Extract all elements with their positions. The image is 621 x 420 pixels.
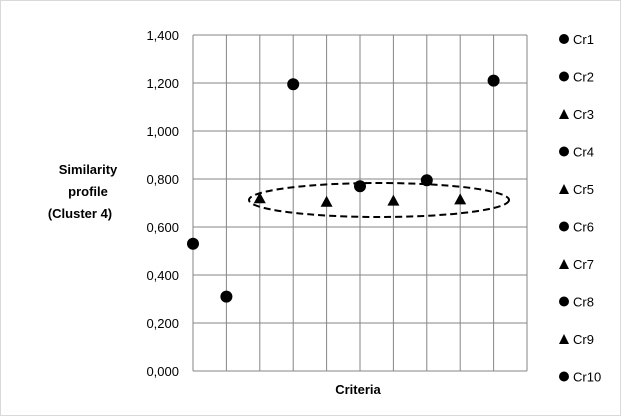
legend-circle-marker (559, 296, 569, 307)
y-tick-label: 0,800 (146, 172, 179, 187)
y-axis-title-line-1: Similarity (59, 162, 118, 177)
y-axis-title: Similarity profile (Cluster 4) (48, 162, 118, 221)
point-cr7 (387, 194, 400, 206)
legend: Cr1 Cr2 Cr3 Cr4 Cr5 Cr6 Cr7 Cr8 Cr9 Cr10 (559, 32, 601, 385)
plot-grid (192, 34, 528, 372)
legend-item-cr3: Cr3 (559, 107, 594, 122)
legend-label: Cr3 (573, 107, 594, 122)
legend-triangle-marker (559, 259, 569, 269)
y-axis-title-line-2: profile (68, 184, 108, 199)
legend-item-cr1: Cr1 (559, 32, 594, 47)
legend-circle-marker (559, 146, 569, 157)
legend-label: Cr2 (573, 70, 594, 85)
point-cr4 (287, 78, 300, 91)
y-tick-label: 0,600 (146, 220, 179, 235)
y-tick-labels: 1,400 1,200 1,000 0,800 0,600 0,400 0,200 0,000 (146, 28, 179, 379)
legend-item-cr2: Cr2 (559, 70, 594, 85)
legend-circle-marker (559, 34, 569, 44)
legend-circle-marker (559, 71, 569, 82)
y-tick-label: 1,400 (146, 28, 179, 43)
legend-label: Cr6 (573, 220, 594, 235)
legend-label: Cr1 (573, 32, 594, 47)
y-axis-title-line-3: (Cluster 4) (48, 206, 112, 221)
legend-label: Cr8 (573, 295, 594, 310)
y-tick-label: 0,400 (146, 268, 179, 283)
legend-item-cr10: Cr10 (559, 370, 601, 385)
point-cr6 (354, 180, 366, 193)
point-cr8 (420, 174, 433, 187)
point-cr9 (454, 193, 467, 205)
legend-item-cr5: Cr5 (559, 182, 594, 197)
x-axis-title: Criteria (335, 382, 381, 397)
point-cr10 (487, 74, 500, 87)
y-tick-label: 1,200 (146, 76, 179, 91)
legend-triangle-marker (559, 184, 569, 194)
legend-label: Cr10 (573, 370, 601, 385)
point-cr1 (187, 237, 199, 250)
legend-item-cr8: Cr8 (559, 295, 594, 310)
legend-triangle-marker (559, 109, 569, 119)
legend-circle-marker (559, 371, 569, 382)
legend-item-cr7: Cr7 (559, 257, 594, 272)
legend-item-cr9: Cr9 (559, 332, 594, 347)
data-points (187, 74, 500, 303)
point-cr3 (253, 192, 266, 204)
legend-label: Cr4 (573, 145, 594, 160)
y-tick-label: 1,000 (146, 124, 179, 139)
y-tick-label: 0,200 (146, 316, 179, 331)
legend-item-cr4: Cr4 (559, 145, 594, 160)
legend-label: Cr9 (573, 332, 594, 347)
point-cr5 (320, 195, 333, 207)
legend-label: Cr5 (573, 182, 594, 197)
legend-label: Cr7 (573, 257, 594, 272)
y-tick-label: 0,000 (146, 364, 179, 379)
point-cr2 (220, 290, 233, 303)
legend-item-cr6: Cr6 (559, 220, 594, 235)
legend-triangle-marker (559, 334, 569, 344)
cluster-highlight-ellipse (248, 182, 510, 218)
legend-circle-marker (559, 221, 569, 232)
